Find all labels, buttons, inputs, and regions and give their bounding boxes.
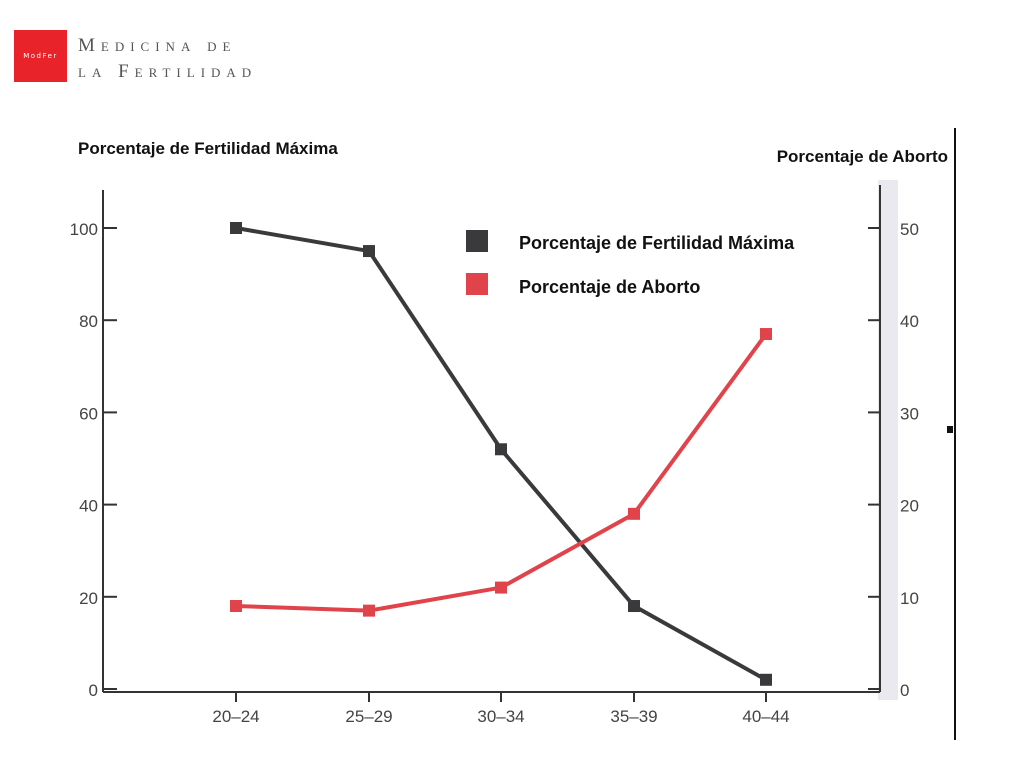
right-tick-label: 50	[900, 220, 919, 239]
right-tick-label: 0	[900, 681, 909, 700]
fertility-point	[363, 245, 375, 258]
right-tick-label: 40	[900, 312, 919, 331]
edge-marker	[947, 426, 953, 433]
left-axis-ticks: 0 20 40 60 80 100	[70, 220, 117, 700]
fertility-point	[495, 443, 507, 456]
right-tick-label: 10	[900, 589, 919, 608]
left-tick-label: 0	[89, 681, 98, 700]
right-axis-ticks: 0 10 20 30 40 50	[868, 220, 919, 700]
legend-swatch-aborto	[466, 273, 488, 295]
fertility-point	[760, 673, 772, 686]
modfer-logo: ModFer	[14, 30, 67, 82]
left-axis-title: Porcentaje de Fertilidad Máxima	[78, 139, 338, 158]
aborto-point	[760, 328, 772, 341]
left-tick-label: 60	[79, 404, 98, 423]
fertility-point	[230, 222, 242, 234]
logo-text: ModFer	[23, 52, 58, 60]
x-tick-label: 20–24	[212, 707, 259, 726]
left-tick-label: 100	[70, 220, 98, 239]
legend-swatch-fertility	[466, 230, 488, 252]
legend-label-aborto: Porcentaje de Aborto	[519, 277, 700, 297]
right-axis-title: Porcentaje de Aborto	[777, 147, 948, 166]
brand-line-1: Medicina de	[78, 35, 237, 56]
left-tick-label: 80	[79, 312, 98, 331]
right-tick-label: 20	[900, 497, 919, 516]
brand-line-2: la Fertilidad	[78, 61, 258, 82]
x-tick-label: 35–39	[610, 707, 657, 726]
aborto-point	[230, 600, 242, 613]
aborto-point	[628, 507, 640, 520]
legend: Porcentaje de Fertilidad Máxima Porcenta…	[466, 230, 795, 297]
aborto-point	[363, 604, 375, 617]
x-tick-label: 40–44	[742, 707, 789, 726]
left-tick-label: 20	[79, 589, 98, 608]
aborto-point	[495, 581, 507, 594]
legend-label-fertility: Porcentaje de Fertilidad Máxima	[519, 233, 795, 253]
x-tick-label: 25–29	[345, 707, 392, 726]
brand-title: Medicina de la Fertilidad	[78, 33, 257, 85]
fertility-point	[628, 600, 640, 613]
series-layer	[230, 222, 772, 686]
right-axis-band	[878, 180, 898, 700]
x-axis-ticks: 20–24 25–29 30–34 35–39 40–44	[212, 692, 790, 726]
aborto-series-line	[235, 332, 768, 613]
left-tick-label: 40	[79, 497, 98, 516]
right-tick-label: 30	[900, 404, 919, 423]
x-tick-label: 30–34	[477, 707, 524, 726]
